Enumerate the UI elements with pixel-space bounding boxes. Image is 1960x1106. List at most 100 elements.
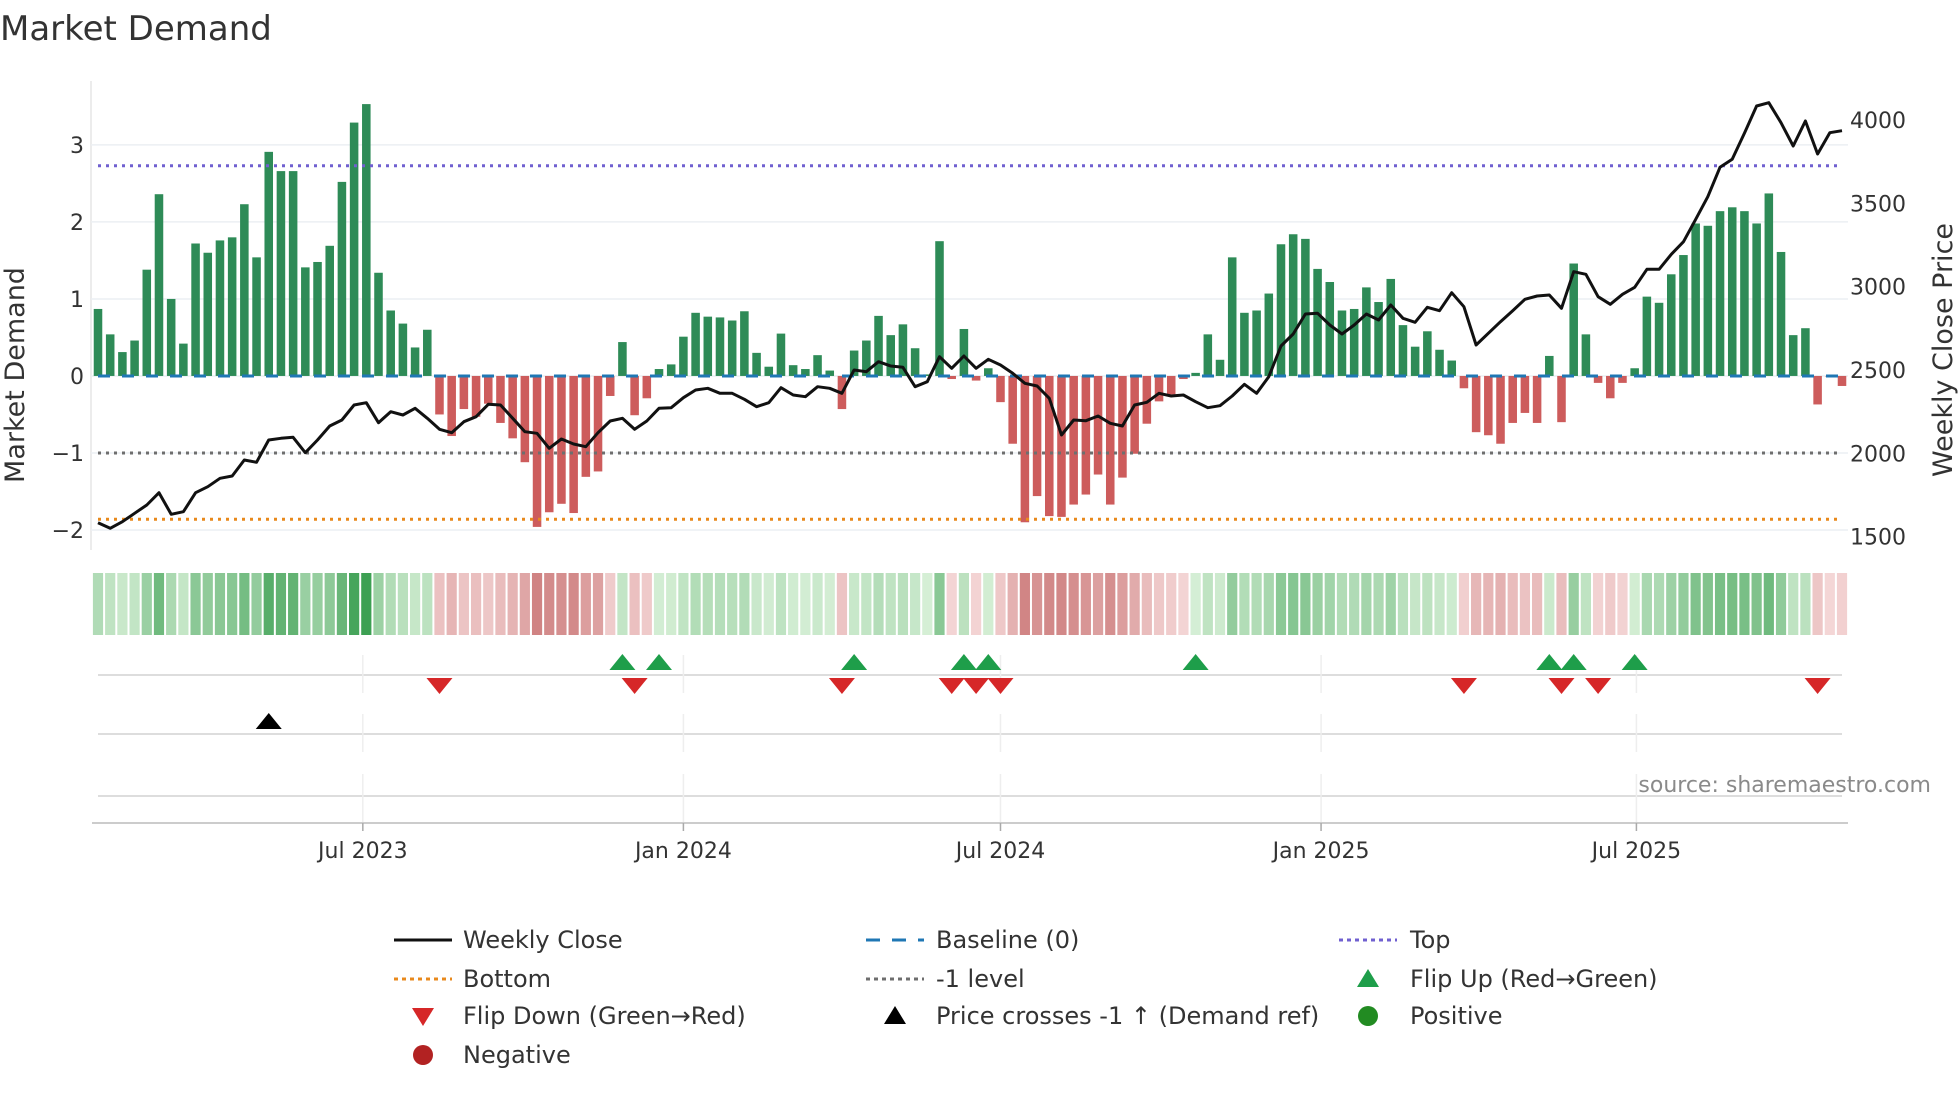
positive-demand-bar	[666, 364, 676, 376]
negative-demand-bar	[1045, 375, 1054, 517]
positive-demand-bar	[703, 316, 713, 376]
flip-down-marker	[1804, 678, 1831, 694]
x-tick-label: Jan 2025	[1271, 839, 1370, 864]
positive-demand-bar	[1569, 263, 1578, 376]
positive-demand-bar	[1727, 207, 1737, 376]
heatmap-cell	[1129, 573, 1140, 635]
positive-demand-bar	[398, 323, 408, 376]
heatmap-cell	[727, 573, 738, 635]
positive-demand-bar	[1764, 193, 1774, 376]
positive-demand-bar	[118, 352, 127, 376]
positive-demand-bar	[1630, 368, 1639, 376]
legend: Weekly Close Baseline (0) Top Bottom -1 leve…	[394, 926, 1658, 1069]
negative-demand-bar	[483, 375, 493, 404]
negative-demand-bar	[1020, 375, 1030, 523]
heatmap-cell	[397, 573, 408, 635]
heatmap-cell	[544, 573, 555, 635]
positive-demand-bar	[142, 269, 152, 376]
positive-demand-bar	[910, 348, 920, 376]
positive-demand-bar	[1398, 325, 1408, 376]
negative-demand-bar	[630, 375, 639, 416]
heatmap-cell	[1495, 573, 1506, 635]
y2-tick-label: 2000	[1850, 442, 1906, 467]
positive-demand-bar	[1227, 257, 1237, 376]
heatmap-cell	[958, 573, 969, 635]
heatmap-cell	[1422, 573, 1433, 635]
heatmap-cell	[349, 573, 360, 635]
triangle-up-icon	[1357, 969, 1379, 987]
heatmap-cell	[617, 573, 628, 635]
heatmap-cell	[788, 573, 799, 635]
heatmap-cell	[995, 573, 1006, 635]
heatmap-cell	[1056, 573, 1067, 635]
heatmap-cell	[1092, 573, 1104, 635]
heatmap-cell	[629, 573, 640, 635]
negative-demand-bar	[1532, 375, 1542, 423]
heatmap-cell	[288, 573, 299, 635]
heatmap-cell	[117, 573, 128, 635]
heatmap-cell	[1568, 573, 1579, 635]
negative-demand-bar	[593, 375, 603, 472]
heatmap-cell	[1605, 573, 1616, 635]
heatmap-cell	[1117, 573, 1128, 635]
legend-item-negative: Negative	[413, 1041, 571, 1069]
positive-demand-bar	[825, 370, 835, 376]
heatmap-cell	[1105, 573, 1116, 635]
positive-demand-bar	[166, 298, 176, 376]
positive-demand-bar	[1301, 238, 1310, 376]
price-cross-marker	[255, 713, 282, 729]
x-tick-label: Jan 2024	[633, 839, 732, 864]
positive-demand-bar	[227, 237, 237, 376]
heatmap-cell	[1824, 573, 1835, 635]
heatmap-cell	[1239, 573, 1250, 635]
legend-label: Flip Up (Red→Green)	[1410, 965, 1658, 993]
positive-demand-bar	[203, 252, 213, 376]
positive-demand-bar	[788, 365, 798, 376]
heatmap-cell	[178, 573, 189, 635]
positive-demand-bar	[386, 310, 395, 376]
heatmap-cell	[678, 573, 689, 635]
heatmap-cell	[934, 573, 945, 635]
negative-demand-bar	[1484, 375, 1493, 436]
heatmap-cell	[1410, 573, 1421, 635]
heatmap-cell	[1483, 573, 1494, 635]
positive-demand-bar	[1276, 244, 1286, 376]
heatmap-cell	[1836, 573, 1848, 635]
heatmap-cell	[92, 573, 104, 635]
heatmap-cell	[495, 573, 506, 635]
legend-label: Flip Down (Green→Red)	[463, 1002, 746, 1030]
heatmap-cell	[861, 573, 872, 635]
heatmap-cell	[1471, 573, 1482, 635]
heatmap-cell	[519, 573, 530, 635]
heatmap-cell	[1812, 573, 1823, 635]
heatmap-cell	[1507, 573, 1518, 635]
positive-demand-bar	[130, 340, 139, 376]
heatmap-cell	[971, 573, 982, 635]
heatmap-cell	[1629, 573, 1640, 635]
positive-demand-bar	[935, 241, 944, 376]
legend-label: Baseline (0)	[936, 926, 1079, 954]
negative-demand-bar	[1837, 375, 1847, 386]
source-note: source: sharemaestro.com	[1638, 773, 1931, 798]
positive-demand-bar	[898, 324, 908, 376]
triangle-down-icon	[412, 1008, 434, 1026]
heatmap-cell	[129, 573, 140, 635]
positive-demand-bar	[776, 333, 786, 376]
x-axis-ticks: Jul 2023 Jan 2024 Jul 2024 Jan 2025 Jul 2025	[92, 822, 1848, 864]
heatmap-cell	[373, 573, 384, 635]
heatmap-cell	[653, 573, 665, 635]
positive-demand-bar	[1545, 355, 1554, 376]
positive-demand-bar	[1752, 223, 1761, 376]
flip-down-marker	[1548, 678, 1575, 694]
heatmap-cell	[849, 573, 860, 635]
heatmap-cell	[1788, 573, 1799, 635]
positive-demand-bar	[1423, 331, 1432, 376]
positive-demand-bar	[1410, 346, 1420, 376]
negative-demand-bar	[1179, 375, 1188, 380]
negative-demand-bar	[947, 375, 956, 380]
heatmap-cell	[1007, 573, 1018, 635]
heatmap-cell	[714, 573, 726, 635]
positive-demand-bar	[862, 340, 871, 376]
positive-demand-bar	[1313, 268, 1322, 376]
negative-demand-bar	[1593, 375, 1603, 383]
